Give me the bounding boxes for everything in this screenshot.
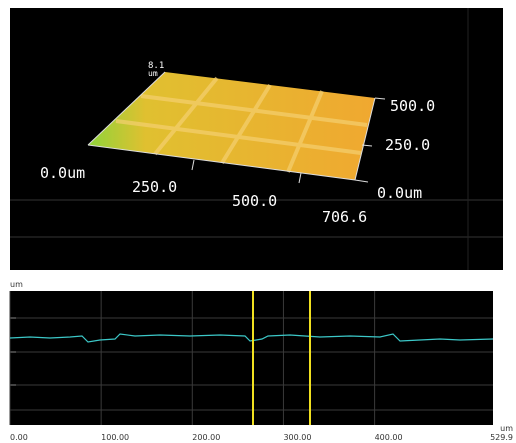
x-origin: 0.0um xyxy=(40,164,85,182)
y-tick: 500.0 xyxy=(390,97,435,115)
x-tick-label: 400.00 xyxy=(375,433,403,442)
x-tick: 500.0 xyxy=(232,192,277,210)
profile-panel xyxy=(10,291,493,425)
x-tick: 706.6 xyxy=(322,208,367,226)
y-tick: 250.0 xyxy=(385,136,430,154)
x-tick-label: 100.00 xyxy=(101,433,129,442)
x-tick-label: 300.00 xyxy=(283,433,311,442)
screen: 8.1 um 0.0um 250.0 500.0 706.6 500.0 250… xyxy=(0,0,516,443)
y-origin: 0.0um xyxy=(377,184,422,202)
y-unit: um xyxy=(10,280,23,289)
x-tick: 250.0 xyxy=(132,178,177,196)
z-unit: um xyxy=(148,69,158,78)
x-tick-label: 200.00 xyxy=(192,433,220,442)
x-unit: um xyxy=(500,424,513,433)
x-tick-label: 0.00 xyxy=(10,433,28,442)
x-end-label: 529.9 xyxy=(490,433,513,442)
